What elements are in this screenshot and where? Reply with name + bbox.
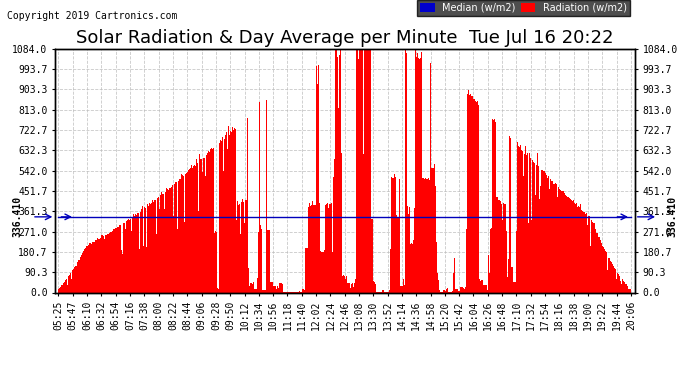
Text: Copyright 2019 Cartronics.com: Copyright 2019 Cartronics.com [7, 11, 177, 21]
Title: Solar Radiation & Day Average per Minute  Tue Jul 16 20:22: Solar Radiation & Day Average per Minute… [77, 29, 613, 47]
Legend: Median (w/m2), Radiation (w/m2): Median (w/m2), Radiation (w/m2) [417, 0, 630, 16]
Text: 336.410: 336.410 [12, 196, 23, 237]
Text: 336.410: 336.410 [667, 196, 678, 237]
